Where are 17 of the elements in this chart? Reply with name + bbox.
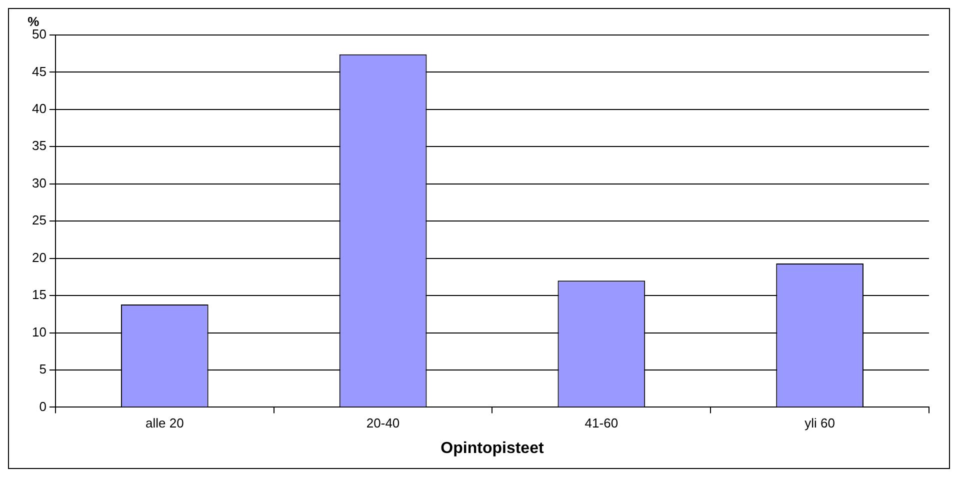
x-tick-label: 41-60 — [584, 416, 618, 431]
y-tick-label: 10 — [32, 324, 46, 340]
y-tick-label: 50 — [32, 26, 46, 42]
y-tick-label: 0 — [39, 398, 46, 414]
y-tick-label: 40 — [32, 101, 46, 116]
y-axis-title: % — [28, 14, 40, 30]
y-tick-label: 15 — [32, 287, 46, 302]
x-tick-label: alle 20 — [145, 416, 184, 431]
y-tick-label: 45 — [32, 64, 46, 79]
y-tick-label: 5 — [39, 362, 46, 377]
x-axis-title: Opintopisteet — [440, 440, 544, 457]
y-tick-label: 30 — [32, 175, 46, 190]
y-tick-label: 20 — [32, 250, 46, 265]
y-tick-label: 35 — [32, 138, 46, 154]
y-tick-label: 25 — [32, 212, 46, 228]
x-tick-label: yli 60 — [804, 416, 835, 431]
x-tick-label: 20-40 — [366, 416, 400, 431]
